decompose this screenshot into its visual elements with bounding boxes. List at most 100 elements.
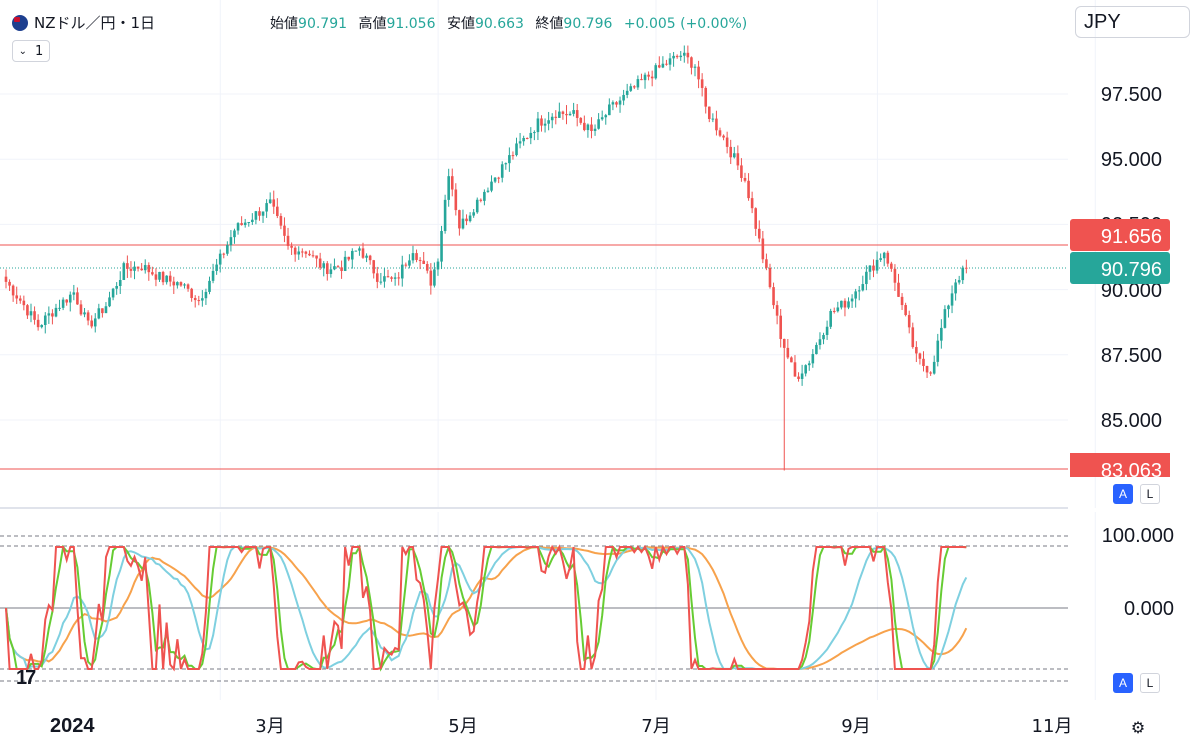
candle-body — [807, 363, 811, 366]
price-auto-scale-button[interactable]: A — [1113, 484, 1133, 504]
candle-body — [129, 268, 133, 271]
candle-body — [311, 255, 315, 257]
candle-body — [486, 190, 490, 192]
candle-body — [215, 264, 218, 271]
candle-body — [204, 291, 208, 299]
candle-body — [840, 300, 843, 308]
candle-body — [140, 268, 143, 271]
candle-body — [518, 141, 522, 144]
candle-body — [907, 315, 911, 328]
candle-body — [475, 199, 479, 213]
candle-body — [800, 373, 804, 379]
candle-body — [618, 100, 622, 105]
candle-body — [690, 57, 693, 68]
candle-body — [133, 266, 136, 271]
candle-body — [447, 176, 450, 200]
candle-body — [629, 86, 633, 91]
candle-body — [565, 113, 568, 116]
candle-body — [665, 63, 668, 65]
candle-body — [550, 116, 554, 121]
candle-body — [15, 295, 19, 299]
candle-body — [161, 271, 165, 283]
candle-body — [151, 272, 154, 275]
candle-body — [283, 225, 286, 236]
price-tick-90000: 90.000 — [1101, 280, 1162, 302]
candle-body — [843, 300, 847, 308]
candle-body — [679, 55, 683, 58]
tradingview-logo-icon[interactable]: 17 — [16, 667, 36, 689]
candle-body — [211, 270, 215, 281]
candle-body — [290, 245, 293, 248]
candle-body — [468, 215, 472, 222]
candle-body — [693, 66, 697, 68]
nz-flag-icon — [12, 14, 28, 31]
candle-body — [400, 264, 404, 279]
price-label-current: 90.796 — [1070, 252, 1170, 284]
oscillator-axis[interactable]: 100.000 0.000 — [1102, 525, 1174, 620]
candle-body — [533, 132, 536, 134]
candle-body — [83, 312, 86, 315]
price-tick-85000: 85.000 — [1101, 410, 1162, 432]
candle-body — [500, 164, 504, 178]
candle-body — [58, 307, 61, 309]
candle-body — [597, 119, 600, 129]
time-label-may: 5月 — [448, 716, 477, 737]
candle-body — [265, 203, 268, 212]
indicator-collapse-button[interactable]: ⌄ 1 — [12, 40, 50, 62]
candle-body — [54, 307, 58, 317]
candle-body — [397, 277, 400, 279]
candle-body — [832, 310, 836, 312]
candle-body — [318, 258, 322, 268]
candle-body — [836, 307, 840, 312]
open-value: 90.791 — [298, 15, 348, 32]
candle-body — [118, 280, 122, 287]
candle-body — [568, 113, 572, 116]
candle-body — [650, 76, 654, 79]
candle-body — [233, 230, 236, 238]
candle-body — [761, 238, 765, 260]
time-label-mar: 3月 — [255, 716, 284, 737]
candle-body — [218, 253, 222, 265]
candle-body — [700, 79, 704, 88]
candle-body — [561, 111, 565, 114]
candle-body — [333, 266, 336, 270]
candle-body — [390, 277, 393, 279]
candle-body — [558, 111, 561, 118]
candle-body — [950, 293, 954, 306]
candle-body — [226, 245, 229, 254]
candle-body — [654, 65, 658, 79]
candle-body — [126, 263, 129, 269]
candle-body — [8, 281, 11, 286]
candle-body — [586, 124, 590, 131]
chevron-down-icon: ⌄ — [18, 45, 28, 57]
candle-body — [65, 299, 68, 303]
candle-body — [704, 87, 708, 107]
candle-body — [154, 274, 158, 280]
candle-body — [675, 55, 679, 58]
time-axis[interactable]: 2024 3月 5月 7月 9月 11月 — [50, 715, 1072, 737]
high-label: 高値 — [358, 15, 387, 32]
symbol-title[interactable]: NZドル／円・1日 — [34, 14, 156, 32]
candle-body — [18, 298, 22, 301]
osc-auto-scale-button[interactable]: A — [1113, 673, 1133, 693]
candle-body — [315, 255, 318, 259]
osc-log-scale-button[interactable]: L — [1140, 673, 1160, 693]
price-axis[interactable]: 97.500 95.000 92.500 90.000 87.500 85.00… — [1101, 84, 1162, 432]
candle-body — [604, 115, 608, 118]
candle-body — [293, 247, 297, 255]
price-label-low: 83.063 — [1070, 453, 1170, 482]
candle-body — [633, 86, 636, 88]
candle-body — [308, 253, 311, 256]
candle-body — [957, 280, 961, 283]
price-log-scale-button[interactable]: L — [1140, 484, 1160, 504]
candle-body — [954, 282, 957, 294]
candle-body — [707, 106, 711, 119]
candle-body — [793, 362, 797, 377]
candle-body — [483, 191, 486, 201]
candle-body — [668, 58, 672, 65]
candle-body — [625, 90, 629, 95]
currency-selector[interactable]: JPY — [1075, 6, 1190, 38]
candle-body — [201, 298, 204, 301]
settings-gear-icon[interactable]: ⚙ — [1130, 717, 1146, 737]
